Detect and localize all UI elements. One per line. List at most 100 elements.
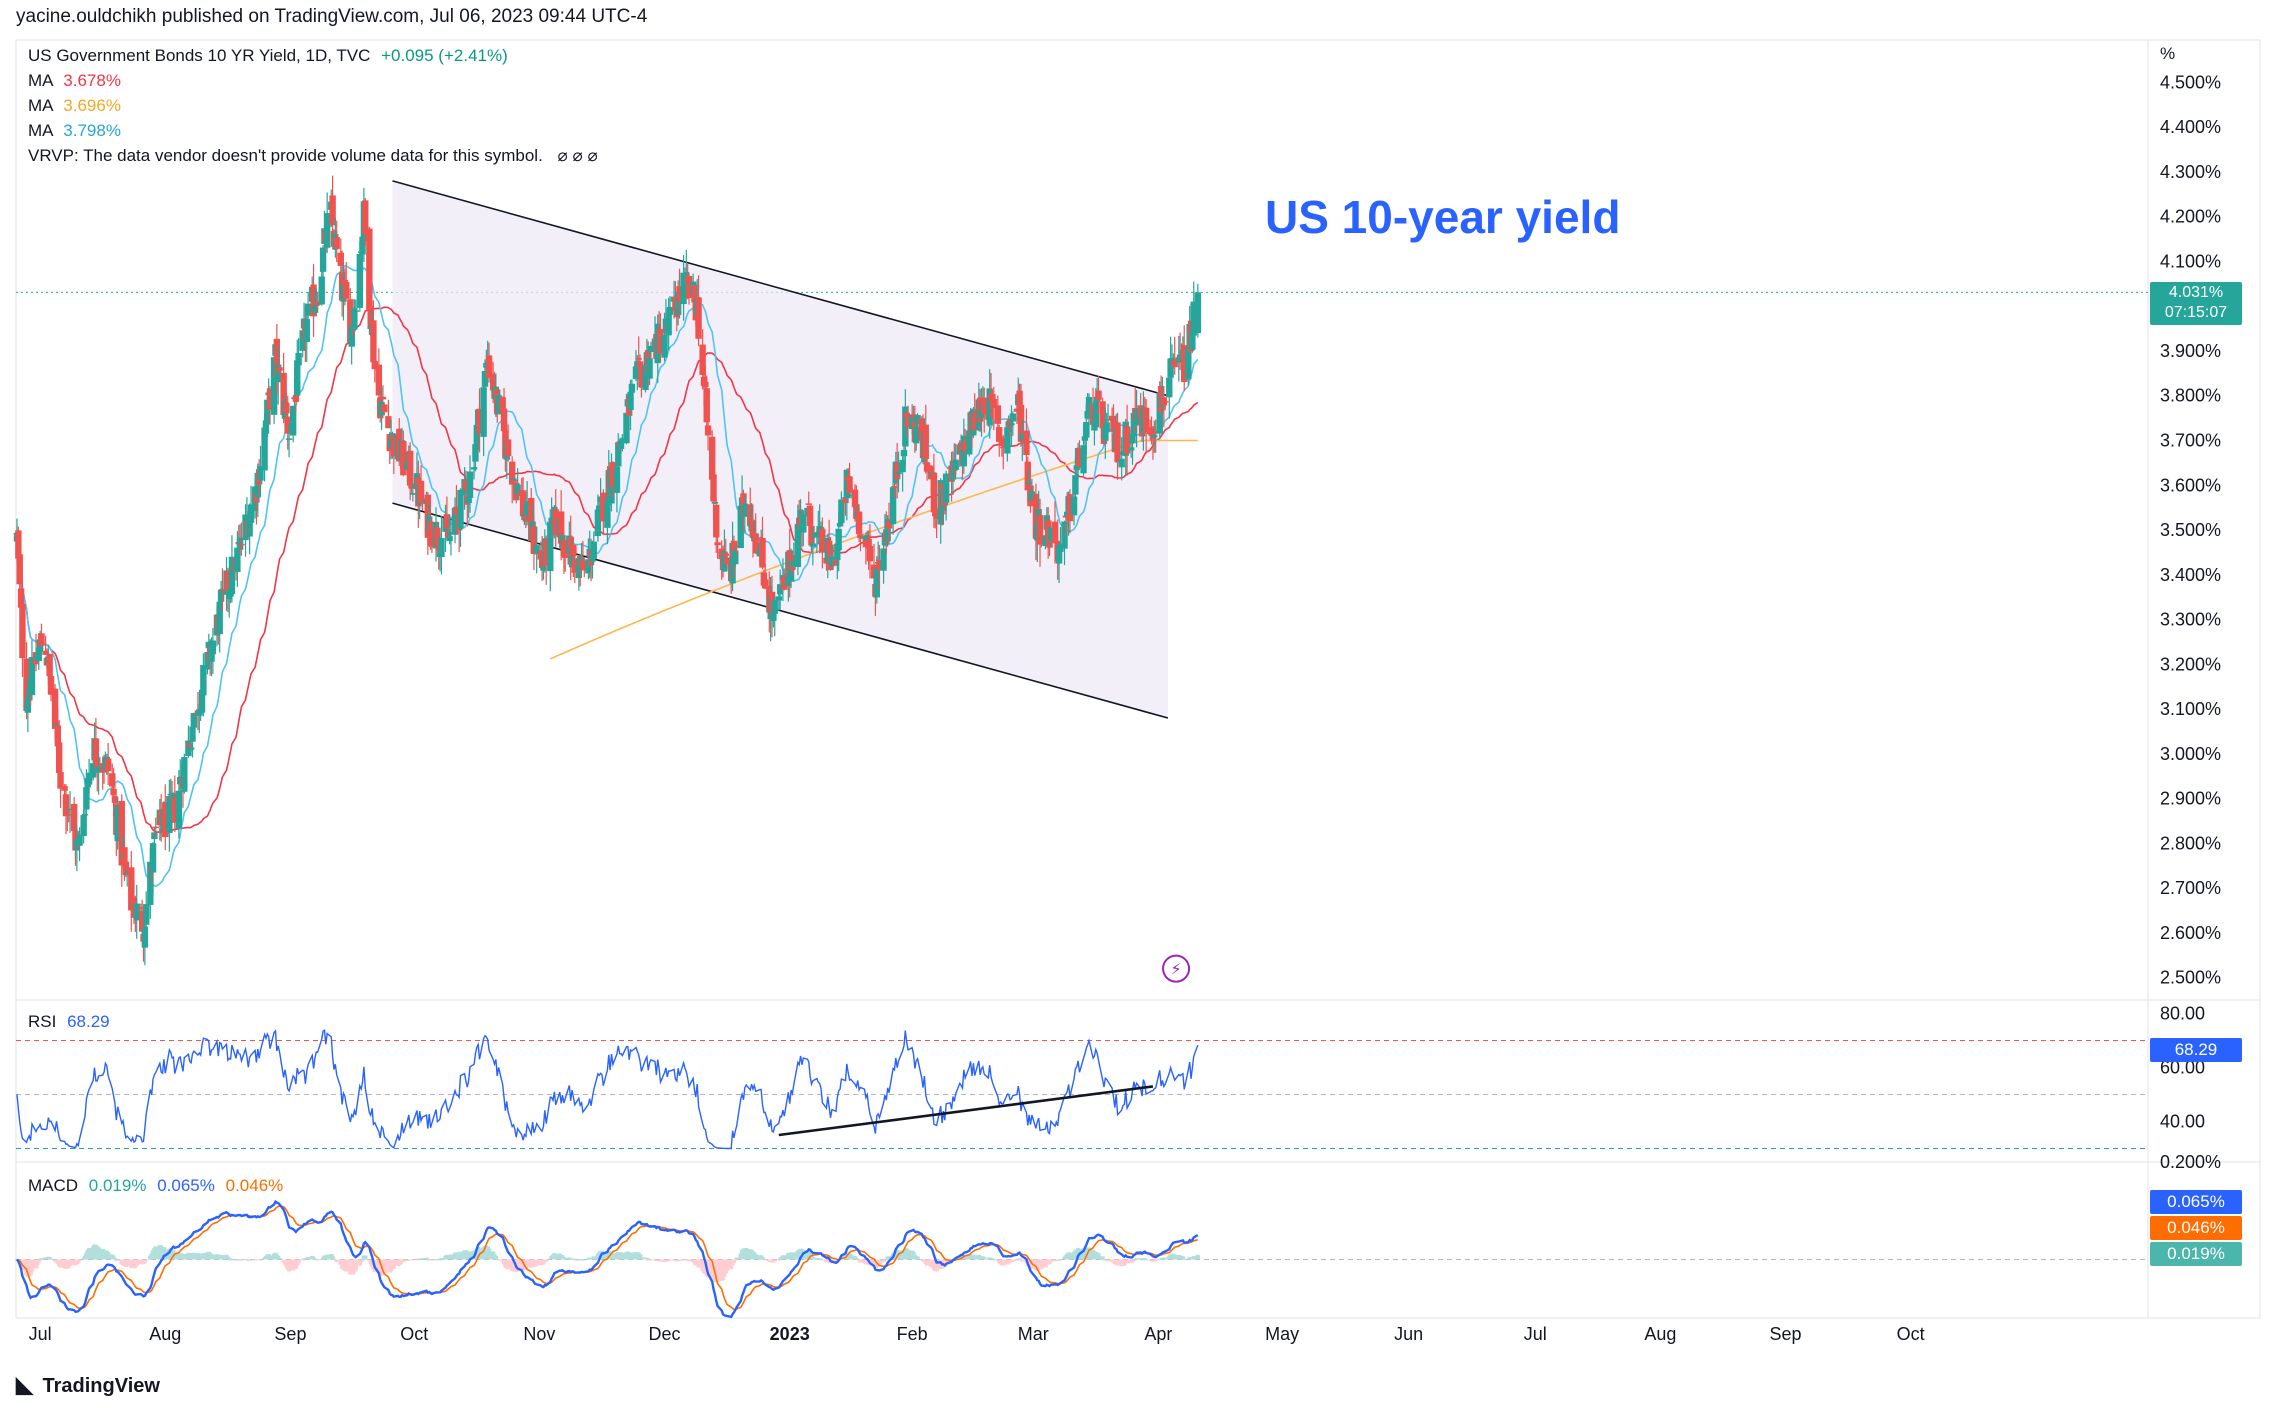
candle-body <box>710 474 717 502</box>
macd-hist-bar <box>182 1253 187 1260</box>
candle-body <box>1194 292 1202 334</box>
candle-body <box>1057 544 1064 552</box>
macd-hist-bar <box>1100 1256 1105 1260</box>
rsi-legend[interactable]: RSI 68.29 <box>28 1012 110 1032</box>
price-tick-label: 2.600% <box>2160 923 2221 943</box>
macd-hist-bar <box>1010 1259 1016 1261</box>
candle-body <box>708 436 716 480</box>
candle-body <box>730 540 738 560</box>
candle-body <box>143 904 150 925</box>
macd-signal-value: 0.046% <box>225 1176 284 1195</box>
price-tick-label: 4.300% <box>2160 162 2221 182</box>
candle-body <box>162 802 169 837</box>
candle-body <box>175 790 183 829</box>
candle-body <box>1085 396 1093 417</box>
macd-hist-bar <box>886 1256 892 1260</box>
macd-hist-bar <box>410 1259 416 1261</box>
candle-body <box>17 588 25 608</box>
macd-hist-bar <box>229 1258 235 1260</box>
candle-body <box>476 408 483 434</box>
macd-hist-bar <box>705 1259 711 1278</box>
candle-body <box>61 786 68 791</box>
ma-legend-2[interactable]: MA 3.696% <box>28 96 121 116</box>
candle-body <box>447 532 455 535</box>
candle-body <box>347 299 354 344</box>
candle-body <box>703 388 710 423</box>
macd-hist-bar <box>496 1259 501 1261</box>
macd-hist-bar <box>734 1257 739 1260</box>
macd-hist-bar <box>1191 1256 1196 1260</box>
macd-hist-bar <box>644 1257 650 1260</box>
candle-body <box>1092 401 1099 428</box>
macd-hist-bar <box>515 1259 520 1271</box>
candle-body <box>609 462 617 487</box>
candle-body <box>981 397 988 415</box>
candle-body <box>866 545 874 562</box>
macd-hist-bar <box>620 1252 625 1260</box>
price-tick-label: 2.800% <box>2160 833 2221 853</box>
macd-hist-bar <box>77 1259 82 1261</box>
macd-hist-bar <box>982 1257 987 1260</box>
macd-hist-bar <box>142 1259 148 1263</box>
symbol-legend[interactable]: US Government Bonds 10 YR Yield, 1D, TVC… <box>28 46 508 66</box>
ma-legend-3[interactable]: MA 3.798% <box>28 121 121 141</box>
candle-body <box>604 501 611 528</box>
candle-body <box>348 326 355 347</box>
price-tick-label: 2.900% <box>2160 789 2221 809</box>
candle-body <box>900 449 908 457</box>
rsi-label: RSI <box>28 1012 57 1031</box>
candle-body <box>528 497 535 542</box>
macd-hist-bar <box>1039 1259 1044 1269</box>
price-tick-label: 3.300% <box>2160 610 2221 630</box>
macd-hist-bar <box>275 1256 281 1260</box>
candle-body <box>930 472 938 513</box>
macd-hist-bar <box>105 1252 111 1260</box>
candle-body <box>1189 330 1196 350</box>
macd-hist-bar <box>905 1249 911 1260</box>
macd-hist-bar <box>962 1256 968 1260</box>
macd-hist-bar <box>1142 1258 1147 1260</box>
macd-hist-bar <box>319 1259 324 1261</box>
candle-body <box>910 414 917 418</box>
chart-annotation-title: US 10-year yield <box>1265 191 1621 243</box>
time-axis: Jul Aug Sep Oct Nov Dec 2023 Feb Mar Apr May Jun Jul… <box>29 1324 1925 1344</box>
macd-hist-bar <box>172 1253 178 1260</box>
macd-hist-bar <box>658 1259 663 1262</box>
candle-body <box>880 548 887 571</box>
candle-body <box>190 713 198 728</box>
candle-body <box>246 516 253 537</box>
macd-hist-bar <box>286 1259 292 1272</box>
macd-hist-bar <box>1162 1257 1168 1260</box>
candle-body <box>504 439 512 457</box>
macd-hist-bar <box>153 1246 158 1260</box>
candle-body <box>147 861 154 905</box>
candle-body <box>864 535 871 542</box>
time-tick-label: Feb <box>897 1324 928 1344</box>
vrvp-legend[interactable]: VRVP: The data vendor doesn't provide vo… <box>28 146 598 166</box>
candle-body <box>1095 390 1102 400</box>
candle-body <box>181 757 188 792</box>
macd-legend[interactable]: MACD 0.019% 0.065% 0.046% <box>28 1176 283 1196</box>
macd-hist-bar <box>47 1257 52 1260</box>
candle-body <box>971 412 978 430</box>
candle-body <box>787 558 795 582</box>
candle-body <box>57 772 64 789</box>
macd-hist-bar <box>1139 1259 1145 1261</box>
macd-hist-bar <box>67 1259 73 1266</box>
candle-body <box>695 297 702 339</box>
candle-body <box>224 570 232 594</box>
macd-hist-bar <box>220 1255 225 1260</box>
rsi-value: 68.29 <box>67 1012 110 1031</box>
macd-hist-bar <box>420 1258 425 1260</box>
ma-value: 3.798% <box>63 121 121 140</box>
ma-line-2 <box>549 439 1198 660</box>
candle-body <box>247 504 255 523</box>
macd-hist-bar <box>731 1259 737 1263</box>
vrvp-settings-icon[interactable]: ⌀ ⌀ ⌀ <box>557 146 598 165</box>
tradingview-brand[interactable]: ◣ TradingView <box>16 1372 160 1398</box>
candle-body <box>680 272 687 305</box>
ma-legend-1[interactable]: MA 3.678% <box>28 71 121 91</box>
candle-body <box>615 442 622 467</box>
candle-body <box>904 417 912 428</box>
